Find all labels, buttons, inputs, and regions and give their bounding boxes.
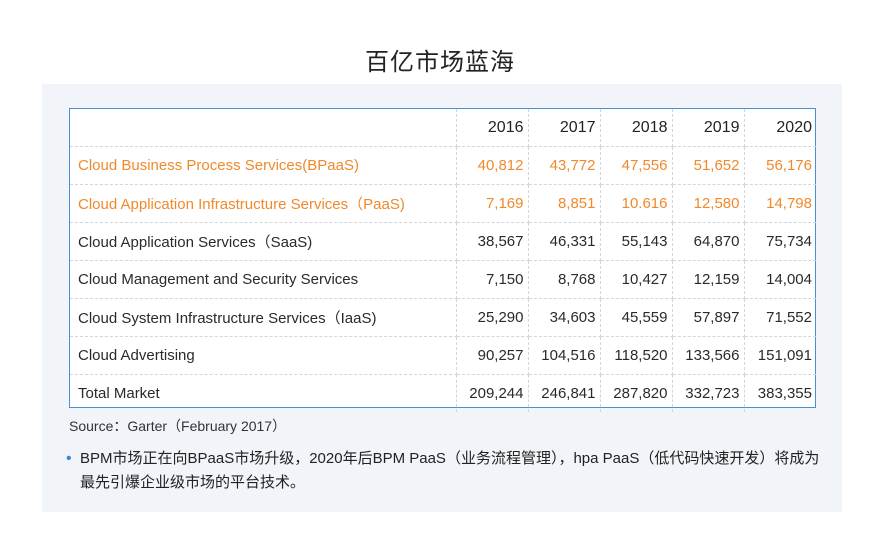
- table-cell: 209,244: [456, 374, 529, 412]
- page-title: 百亿市场蓝海: [365, 49, 515, 76]
- row-label: Cloud Application Services（SaaS): [70, 222, 457, 261]
- year-header: 2016: [456, 109, 529, 147]
- table-row: Cloud System Infrastructure Services（Iaa…: [70, 298, 816, 337]
- table-cell: 8,768: [528, 260, 601, 299]
- year-header: 2018: [600, 109, 673, 147]
- table-cell: 43,772: [528, 146, 601, 185]
- table-row: Total Market 209,244 246,841 287,820 332,723…: [70, 374, 816, 412]
- table-cell: 12,580: [672, 184, 745, 223]
- table-row: Cloud Application Services（SaaS) 38,567 46…: [70, 222, 816, 261]
- table-cell: 287,820: [600, 374, 673, 412]
- table-cell: 133,566: [672, 336, 745, 375]
- table-cell: 90,257: [456, 336, 529, 375]
- table-cell: 46,331: [528, 222, 601, 261]
- table-row: Cloud Advertising 90,257 104,516 118,520 133…: [70, 336, 816, 375]
- table-cell: 47,556: [600, 146, 673, 185]
- header-blank: [70, 109, 457, 147]
- table-cell: 118,520: [600, 336, 673, 375]
- bullet-note: • BPM市场正在向BPaaS市场升级，2020年后BPM PaaS（业务流程管…: [66, 447, 826, 495]
- table-cell: 56,176: [744, 146, 816, 185]
- table-cell: 75,734: [744, 222, 816, 261]
- table-cell: 71,552: [744, 298, 816, 337]
- table-cell: 104,516: [528, 336, 601, 375]
- market-table: 2016 2017 2018 2019 2020 Cloud Business …: [69, 108, 816, 412]
- table-row: Cloud Business Process Services(BPaaS) 40…: [70, 146, 816, 185]
- year-header: 2020: [744, 109, 816, 147]
- table-cell: 10,427: [600, 260, 673, 299]
- table-cell: 40,812: [456, 146, 529, 185]
- table-cell: 38,567: [456, 222, 529, 261]
- table-cell: 246,841: [528, 374, 601, 412]
- note-text: BPM市场正在向BPaaS市场升级，2020年后BPM PaaS（业务流程管理）…: [80, 450, 820, 491]
- row-label: Cloud System Infrastructure Services（Iaa…: [70, 298, 457, 337]
- table-cell: 14,798: [744, 184, 816, 223]
- bullet-icon: •: [66, 450, 72, 467]
- table-cell: 57,897: [672, 298, 745, 337]
- table-cell: 12,159: [672, 260, 745, 299]
- table-cell: 151,091: [744, 336, 816, 375]
- row-label: Cloud Application Infrastructure Service…: [70, 184, 457, 223]
- table-cell: 383,355: [757, 385, 812, 402]
- table-cell: 10.616: [600, 184, 673, 223]
- table-row: Cloud Management and Security Services 7,…: [70, 260, 816, 299]
- row-label: Total Market: [70, 374, 457, 412]
- table-cell: 55,143: [600, 222, 673, 261]
- year-header: 2019: [672, 109, 745, 147]
- table-cell: 64,870: [672, 222, 745, 261]
- table-cell: 34,603: [528, 298, 601, 337]
- table-cell: 332,723: [672, 374, 745, 412]
- table-row: Cloud Application Infrastructure Service…: [70, 184, 816, 223]
- table-cell: 25,290: [456, 298, 529, 337]
- table-header-row: 2016 2017 2018 2019 2020: [70, 109, 816, 147]
- table-cell: 51,652: [672, 146, 745, 185]
- source-note: Source：Garter（February 2017）: [69, 418, 287, 434]
- table-cell: 8,851: [528, 184, 601, 223]
- row-label: Cloud Advertising: [70, 336, 457, 375]
- row-label: Cloud Management and Security Services: [70, 260, 457, 299]
- content-panel: 2016 2017 2018 2019 2020 Cloud Business …: [42, 84, 842, 512]
- row-label: Cloud Business Process Services(BPaaS): [70, 146, 457, 185]
- table-cell: 14,004: [744, 260, 816, 299]
- table-cell: 45,559: [600, 298, 673, 337]
- table-cell: 7,150: [456, 260, 529, 299]
- table-cell: 7,169: [456, 184, 529, 223]
- year-header: 2017: [528, 109, 601, 147]
